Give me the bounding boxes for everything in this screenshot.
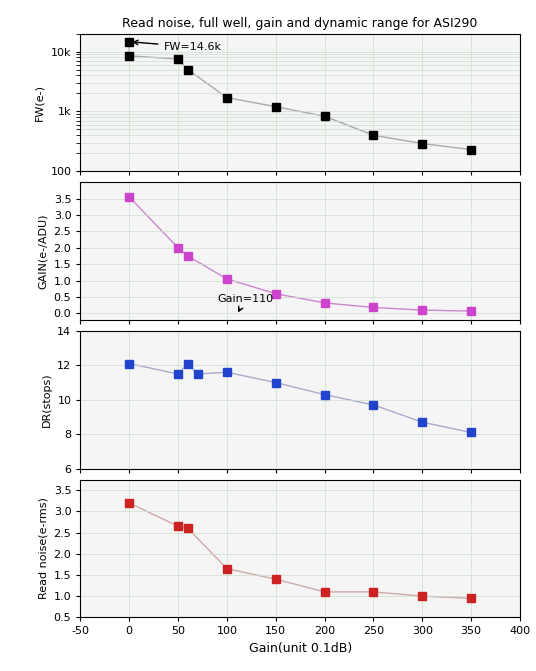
Y-axis label: DR(stops): DR(stops) — [42, 372, 51, 427]
Y-axis label: FW(e-): FW(e-) — [35, 84, 45, 121]
Y-axis label: Read noise(e-rms): Read noise(e-rms) — [38, 497, 48, 599]
Text: Gain=110: Gain=110 — [217, 294, 273, 311]
Y-axis label: GAIN(e-/ADU): GAIN(e-/ADU) — [38, 213, 48, 289]
X-axis label: Gain(unit 0.1dB): Gain(unit 0.1dB) — [249, 642, 352, 655]
Text: FW=14.6k: FW=14.6k — [133, 40, 221, 52]
Title: Read noise, full well, gain and dynamic range for ASI290: Read noise, full well, gain and dynamic … — [122, 17, 478, 30]
